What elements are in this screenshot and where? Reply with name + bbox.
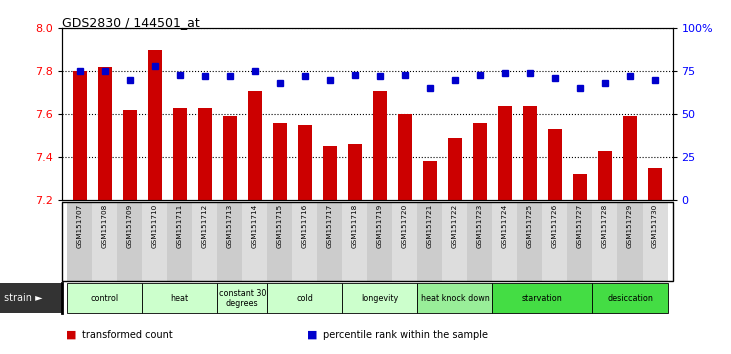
Bar [323,146,337,200]
Text: GSM151709: GSM151709 [126,204,133,248]
Text: ■: ■ [307,330,317,339]
Text: heat: heat [170,294,189,303]
Text: GSM151727: GSM151727 [577,204,583,248]
Bar [298,125,311,200]
Text: GSM151717: GSM151717 [327,204,333,248]
Text: GSM151724: GSM151724 [502,204,508,248]
Bar [173,108,186,200]
Text: GSM151728: GSM151728 [602,204,608,248]
Text: GSM151711: GSM151711 [177,204,183,248]
Text: percentile rank within the sample: percentile rank within the sample [323,330,488,339]
Text: GSM151707: GSM151707 [77,204,83,248]
Text: GSM151720: GSM151720 [402,204,408,248]
Bar [248,91,262,200]
Text: transformed count: transformed count [82,330,173,339]
Bar [548,129,562,200]
Bar [223,116,237,200]
Text: GSM151708: GSM151708 [102,204,107,248]
Bar [398,114,412,200]
Text: GSM151730: GSM151730 [652,204,658,248]
Bar [123,110,137,200]
Bar [498,105,512,200]
Text: GSM151721: GSM151721 [427,204,433,248]
Bar [148,50,162,200]
Text: GSM151713: GSM151713 [227,204,232,248]
Bar [448,138,462,200]
Text: ■: ■ [66,330,76,339]
Bar [473,123,487,200]
Bar [73,71,86,200]
Bar [98,67,112,200]
Text: heat knock down: heat knock down [420,294,489,303]
Bar [598,151,612,200]
Text: strain ►: strain ► [4,293,42,303]
Bar [423,161,436,200]
Text: constant 30
degrees: constant 30 degrees [219,289,266,308]
Text: starvation: starvation [522,294,563,303]
Text: GSM151729: GSM151729 [627,204,633,248]
Text: GSM151718: GSM151718 [352,204,357,248]
Text: GSM151712: GSM151712 [202,204,208,248]
Bar [348,144,362,200]
Bar [198,108,211,200]
Text: GSM151722: GSM151722 [452,204,458,248]
Bar [623,116,637,200]
Text: GSM151715: GSM151715 [277,204,283,248]
Text: GSM151726: GSM151726 [552,204,558,248]
Text: desiccation: desiccation [607,294,653,303]
Text: GDS2830 / 144501_at: GDS2830 / 144501_at [62,16,200,29]
Text: GSM151710: GSM151710 [152,204,158,248]
Text: GSM151723: GSM151723 [477,204,483,248]
Text: strain ►: strain ► [4,293,42,303]
Bar [648,168,662,200]
Bar [273,123,287,200]
Text: cold: cold [296,294,313,303]
Bar [373,91,387,200]
Text: GSM151719: GSM151719 [377,204,383,248]
Text: GSM151716: GSM151716 [302,204,308,248]
Text: control: control [91,294,118,303]
Text: GSM151725: GSM151725 [527,204,533,248]
Bar [573,174,587,200]
Bar [523,105,537,200]
Text: longevity: longevity [361,294,398,303]
Text: GSM151714: GSM151714 [251,204,258,248]
